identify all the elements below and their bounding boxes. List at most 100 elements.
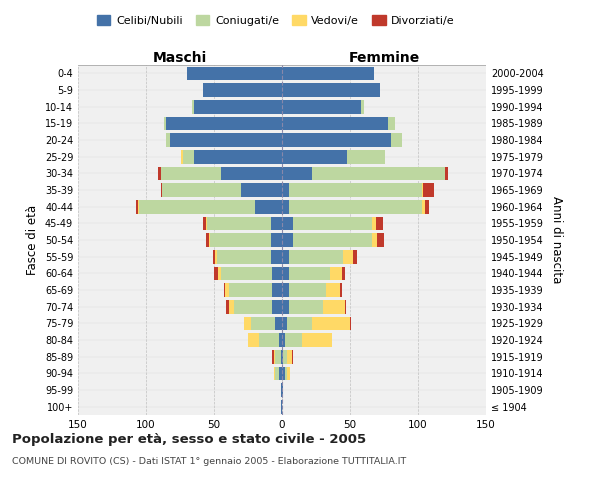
Bar (344, 300, 346, 314)
Bar (183, 150, 194, 164)
Bar (272, 300, 282, 314)
Bar (163, 183, 241, 197)
Bar (312, 316, 350, 330)
Bar (282, 366, 285, 380)
Bar (326, 283, 340, 297)
Bar (445, 166, 448, 180)
Bar (376, 216, 383, 230)
Bar (289, 250, 343, 264)
Bar (275, 350, 281, 364)
Text: Popolazione per età, sesso e stato civile - 2005: Popolazione per età, sesso e stato civil… (12, 432, 366, 446)
Bar (282, 166, 312, 180)
Bar (340, 283, 342, 297)
Bar (271, 216, 282, 230)
Bar (312, 166, 445, 180)
Bar (377, 233, 384, 247)
Bar (281, 400, 282, 413)
Bar (241, 183, 282, 197)
Bar (281, 350, 282, 364)
Bar (282, 300, 289, 314)
Legend: Celibi/Nubili, Coniugati/e, Vedovi/e, Divorziati/e: Celibi/Nubili, Coniugati/e, Vedovi/e, Di… (93, 10, 459, 30)
Bar (279, 366, 282, 380)
Bar (282, 116, 388, 130)
Bar (251, 316, 275, 330)
Bar (272, 283, 282, 297)
Bar (221, 266, 272, 280)
Bar (210, 233, 271, 247)
Bar (161, 166, 221, 180)
Bar (425, 200, 429, 213)
Bar (282, 266, 289, 280)
Bar (194, 150, 282, 164)
Bar (194, 100, 282, 114)
Bar (207, 216, 271, 230)
Bar (281, 383, 282, 397)
Bar (272, 266, 282, 280)
Bar (229, 300, 235, 314)
Text: COMUNE DI ROVITO (CS) - Dati ISTAT 1° gennaio 2005 - Elaborazione TUTTITALIA.IT: COMUNE DI ROVITO (CS) - Dati ISTAT 1° ge… (12, 458, 406, 466)
Bar (271, 250, 282, 264)
Bar (282, 200, 289, 213)
Bar (350, 316, 352, 330)
Bar (275, 316, 282, 330)
Bar (323, 300, 344, 314)
Bar (293, 233, 372, 247)
Bar (287, 350, 292, 364)
Bar (422, 183, 424, 197)
Bar (218, 266, 221, 280)
Bar (282, 383, 283, 397)
Bar (158, 166, 161, 180)
Bar (215, 250, 217, 264)
Bar (235, 300, 272, 314)
Bar (274, 366, 275, 380)
Bar (282, 283, 289, 297)
Bar (282, 66, 374, 80)
Bar (282, 233, 293, 247)
Bar (136, 200, 138, 213)
Bar (282, 333, 285, 347)
Bar (271, 233, 282, 247)
Bar (275, 366, 279, 380)
Bar (226, 300, 229, 314)
Bar (203, 83, 282, 97)
Bar (302, 333, 332, 347)
Bar (372, 233, 377, 247)
Bar (203, 216, 206, 230)
Bar (282, 250, 289, 264)
Bar (287, 316, 312, 330)
Bar (170, 133, 282, 147)
Bar (244, 316, 251, 330)
Bar (206, 216, 207, 230)
Bar (212, 250, 215, 264)
Bar (225, 283, 229, 297)
Bar (209, 233, 210, 247)
Bar (206, 233, 209, 247)
Bar (282, 316, 287, 330)
Bar (224, 283, 225, 297)
Bar (347, 150, 385, 164)
Bar (372, 216, 376, 230)
Y-axis label: Fasce di età: Fasce di età (26, 205, 39, 275)
Bar (343, 250, 353, 264)
Bar (229, 283, 272, 297)
Bar (192, 100, 194, 114)
Bar (289, 183, 422, 197)
Bar (361, 100, 364, 114)
Bar (282, 150, 347, 164)
Bar (289, 300, 323, 314)
Bar (282, 350, 283, 364)
Bar (282, 133, 391, 147)
Bar (221, 166, 282, 180)
Bar (289, 266, 329, 280)
Bar (279, 333, 282, 347)
Bar (282, 183, 289, 197)
Bar (422, 200, 425, 213)
Bar (282, 100, 361, 114)
Bar (424, 183, 434, 197)
Text: Femmine: Femmine (349, 51, 419, 65)
Bar (259, 333, 279, 347)
Bar (289, 283, 326, 297)
Bar (282, 216, 293, 230)
Bar (138, 200, 139, 213)
Bar (289, 200, 422, 213)
